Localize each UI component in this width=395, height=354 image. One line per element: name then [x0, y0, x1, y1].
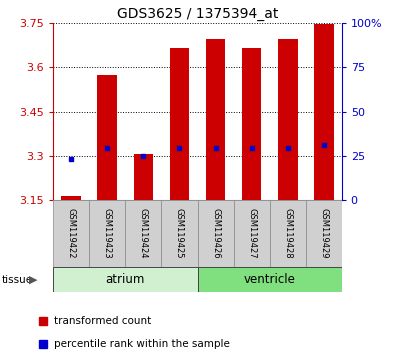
Title: GDS3625 / 1375394_at: GDS3625 / 1375394_at	[117, 7, 278, 21]
Text: ▶: ▶	[29, 275, 38, 285]
Bar	[206, 39, 226, 200]
Bar	[278, 39, 297, 200]
Text: atrium: atrium	[106, 273, 145, 286]
Text: GSM119427: GSM119427	[247, 208, 256, 259]
Bar	[53, 267, 198, 292]
Bar	[169, 48, 189, 200]
Bar	[98, 75, 117, 200]
Bar	[126, 200, 162, 267]
Bar	[314, 24, 333, 200]
Bar	[270, 200, 306, 267]
Bar	[233, 200, 270, 267]
Bar	[162, 200, 198, 267]
Bar	[62, 195, 81, 200]
Bar	[242, 48, 261, 200]
Text: GSM119424: GSM119424	[139, 209, 148, 259]
Text: percentile rank within the sample: percentile rank within the sample	[54, 339, 229, 349]
Text: GSM119425: GSM119425	[175, 209, 184, 259]
Text: GSM119426: GSM119426	[211, 208, 220, 259]
Text: GSM119429: GSM119429	[319, 209, 328, 259]
Bar	[53, 200, 89, 267]
Text: GSM119428: GSM119428	[283, 208, 292, 259]
Bar	[134, 154, 153, 200]
Text: GSM119423: GSM119423	[103, 208, 112, 259]
Text: GSM119422: GSM119422	[67, 209, 76, 259]
Bar	[198, 267, 342, 292]
Bar	[198, 200, 233, 267]
Text: ventricle: ventricle	[244, 273, 295, 286]
Bar	[89, 200, 126, 267]
Text: transformed count: transformed count	[54, 316, 151, 326]
Text: tissue: tissue	[2, 275, 33, 285]
Bar	[306, 200, 342, 267]
